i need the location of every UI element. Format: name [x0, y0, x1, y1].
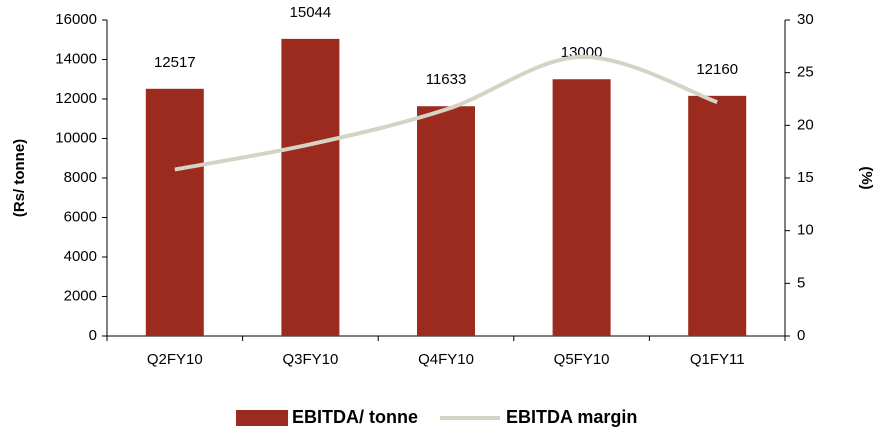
data-label: 12517 [154, 54, 196, 71]
y-tick-label: 6000 [64, 208, 97, 225]
y2-axis-label: (%) [858, 166, 875, 189]
y2-tick-label: 0 [797, 327, 805, 344]
x-tick-label: Q3FY10 [282, 351, 338, 368]
x-tick-label: Q1FY11 [690, 351, 745, 368]
data-label: 12160 [696, 61, 738, 78]
data-label: 15044 [290, 4, 332, 21]
x-tick-label: Q5FY10 [554, 351, 610, 368]
y2-tick-label: 20 [797, 116, 814, 133]
bar [145, 88, 204, 337]
x-tick-label: Q2FY10 [147, 351, 203, 368]
bar [688, 95, 747, 336]
y2-tick-label: 15 [797, 169, 814, 186]
x-tick-label: Q4FY10 [418, 351, 474, 368]
y-tick-label: 12000 [55, 90, 97, 107]
bar [417, 106, 475, 336]
y-tick-label: 0 [89, 327, 97, 344]
bar [552, 79, 611, 336]
line [174, 54, 718, 172]
y2-tick-label: 10 [797, 222, 814, 239]
legend-swatch [236, 410, 288, 426]
y2-tick-label: 30 [797, 11, 814, 28]
y-tick-label: 14000 [55, 50, 97, 67]
bar [281, 38, 340, 336]
y-axis-label: (Rs/ tonne) [11, 139, 28, 217]
y-tick-label: 4000 [64, 248, 97, 265]
y-tick-label: 2000 [64, 287, 97, 304]
y-tick-label: 10000 [55, 129, 97, 146]
y-tick-label: 8000 [64, 169, 97, 186]
y-tick-label: 16000 [55, 11, 97, 28]
legend-label: EBITDA margin [506, 407, 637, 427]
data-label: 11633 [426, 71, 467, 88]
y2-tick-label: 25 [797, 64, 814, 81]
y2-tick-label: 5 [797, 274, 805, 291]
legend-label: EBITDA/ tonne [292, 407, 418, 427]
